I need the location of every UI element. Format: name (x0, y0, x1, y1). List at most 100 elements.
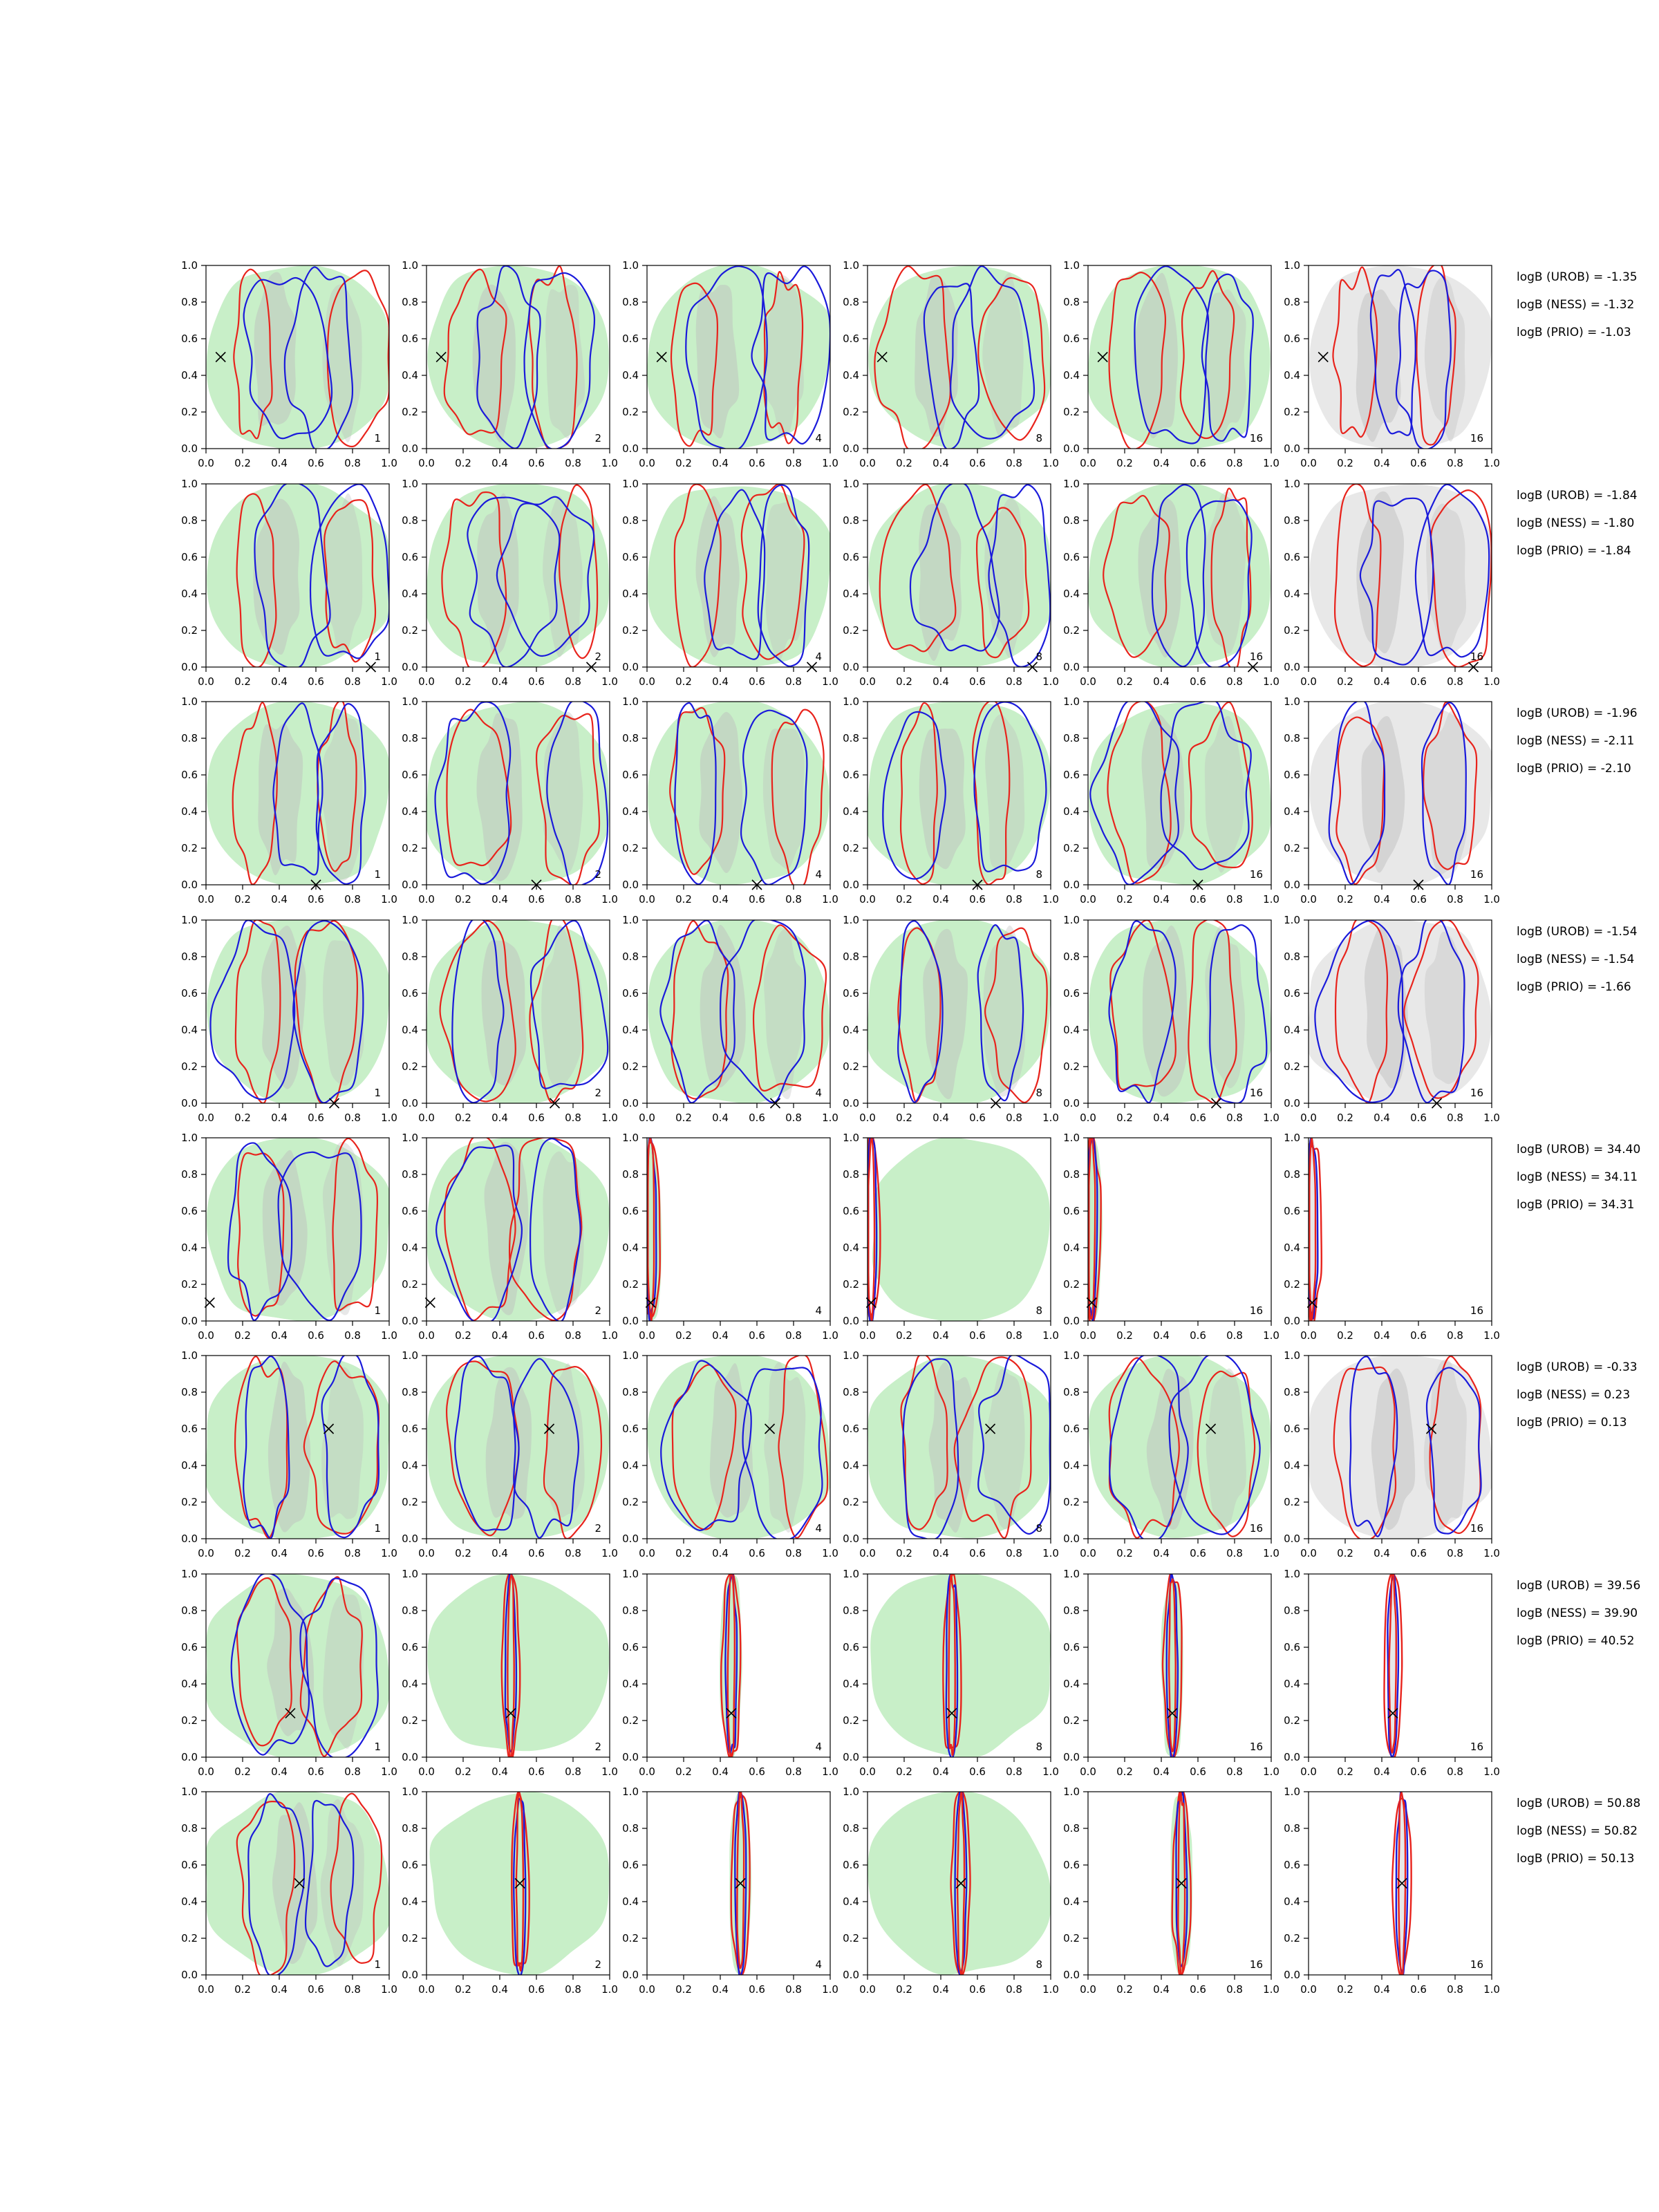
panel-r6-c2: 0.00.00.20.20.40.40.60.60.80.81.01.02 (402, 1349, 618, 1559)
blue-contour (1397, 920, 1465, 1103)
x-tick-label: 0.6 (1410, 1329, 1427, 1342)
y-tick-label: 0.6 (402, 769, 418, 781)
y-tick-label: 1.0 (843, 1349, 859, 1362)
y-tick-label: 0.2 (181, 1496, 198, 1508)
x-tick-label: 0.8 (1447, 1112, 1463, 1124)
red-contour (232, 702, 278, 885)
y-tick-label: 0.8 (1063, 514, 1080, 527)
x-tick-label: 1.0 (1483, 457, 1500, 469)
x-tick-label: 0.0 (1300, 457, 1317, 469)
y-tick-label: 0.0 (1063, 1533, 1080, 1545)
x-tick-label: 0.0 (1080, 457, 1096, 469)
density-fill-outer (1089, 920, 1271, 1103)
blue-contour (546, 702, 609, 885)
x-tick-label: 0.4 (712, 1765, 729, 1778)
x-tick-label: 0.6 (969, 1112, 986, 1124)
panel-frame (867, 483, 1051, 668)
y-tick-label: 1.0 (622, 478, 639, 490)
x-tick-label: 0.6 (528, 1765, 545, 1778)
x-tick-label: 0.4 (1374, 457, 1390, 469)
y-tick-label: 0.4 (181, 369, 198, 382)
blue-contour (954, 1792, 968, 1975)
x-tick-label: 0.2 (896, 1112, 912, 1124)
panel-frame (1308, 1791, 1492, 1976)
red-contour (874, 265, 951, 449)
y-tick-label: 0.6 (1063, 551, 1080, 563)
panel-r3-c3: 0.00.00.20.20.40.40.60.60.80.81.01.04 (622, 695, 838, 906)
y-tick-label: 0.2 (402, 1496, 418, 1508)
density-fill-outer (647, 486, 830, 667)
panel-label: 8 (1035, 1304, 1042, 1317)
panel-label: 16 (1250, 1087, 1263, 1099)
y-tick-label: 0.2 (181, 1714, 198, 1727)
density-fill-outer (206, 265, 389, 449)
blue-contour (1160, 702, 1252, 871)
y-tick-label: 0.8 (1063, 950, 1080, 963)
x-tick-label: 0.0 (639, 1547, 655, 1559)
x-tick-label: 1.0 (601, 1983, 618, 1996)
y-tick-label: 0.2 (1284, 842, 1300, 854)
true-value-marker (1097, 351, 1108, 363)
panel-frame (867, 1355, 1051, 1539)
blue-contour (1349, 1356, 1398, 1537)
blue-contour (304, 1800, 355, 1967)
x-tick-label: 0.8 (1006, 675, 1022, 688)
panel-label: 4 (815, 868, 822, 881)
x-tick-label: 0.6 (969, 1329, 986, 1342)
true-value-marker (1167, 1707, 1178, 1718)
y-tick-label: 0.2 (181, 1932, 198, 1944)
panel-label: 8 (1035, 1522, 1042, 1535)
panel-frame (1087, 701, 1272, 885)
y-tick-label: 0.8 (1284, 1386, 1300, 1398)
blue-contour (1328, 702, 1386, 885)
x-tick-label: 0.8 (344, 1765, 361, 1778)
true-value-marker (735, 1877, 746, 1889)
x-tick-label: 0.6 (749, 675, 765, 688)
y-tick-label: 0.0 (1063, 1751, 1080, 1763)
blue-contour (897, 920, 944, 1103)
x-tick-label: 0.0 (1300, 675, 1317, 688)
y-tick-label: 0.0 (402, 879, 418, 891)
true-value-marker (1086, 1297, 1097, 1309)
x-tick-label: 0.6 (749, 1765, 765, 1778)
y-tick-label: 0.8 (1063, 1168, 1080, 1181)
blue-contour (1109, 1356, 1189, 1539)
panel-label: 8 (1035, 1958, 1042, 1971)
y-tick-label: 1.0 (1063, 695, 1080, 708)
y-tick-label: 0.8 (181, 1822, 198, 1835)
x-tick-label: 0.4 (271, 457, 288, 469)
y-tick-label: 0.6 (402, 332, 418, 345)
blue-contour (496, 496, 595, 657)
x-tick-label: 0.4 (932, 893, 949, 906)
red-contour (950, 1792, 971, 1975)
panel-label: 16 (1470, 1522, 1483, 1535)
x-tick-label: 0.8 (1447, 457, 1463, 469)
panel-frame (646, 1355, 831, 1539)
x-tick-label: 0.8 (1006, 1983, 1022, 1996)
density-fill-outer (427, 920, 610, 1103)
red-contour (233, 268, 273, 440)
y-tick-label: 0.8 (181, 1386, 198, 1398)
x-tick-label: 0.8 (344, 893, 361, 906)
x-tick-label: 0.6 (308, 1112, 324, 1124)
x-tick-label: 0.0 (418, 1983, 435, 1996)
blue-contour (1108, 920, 1177, 1103)
red-contour (1383, 1574, 1403, 1757)
blue-contour (254, 484, 331, 667)
x-tick-label: 0.2 (1116, 1112, 1133, 1124)
x-tick-label: 0.4 (1153, 1983, 1170, 1996)
panel-label: 8 (1035, 432, 1042, 444)
x-tick-label: 1.0 (822, 1983, 838, 1996)
blue-contour (1359, 497, 1434, 666)
x-tick-label: 0.2 (896, 1329, 912, 1342)
density-fill-outer (868, 1792, 1051, 1975)
blue-contour (243, 1356, 290, 1539)
true-value-marker (1306, 1297, 1318, 1309)
x-tick-label: 0.6 (1190, 1329, 1206, 1342)
panel-label: 16 (1250, 1958, 1263, 1971)
true-value-marker (946, 1707, 957, 1718)
x-tick-label: 0.6 (1190, 1112, 1206, 1124)
y-tick-label: 0.0 (181, 1751, 198, 1763)
density-fill-core (982, 272, 1024, 439)
x-tick-label: 0.4 (271, 1329, 288, 1342)
